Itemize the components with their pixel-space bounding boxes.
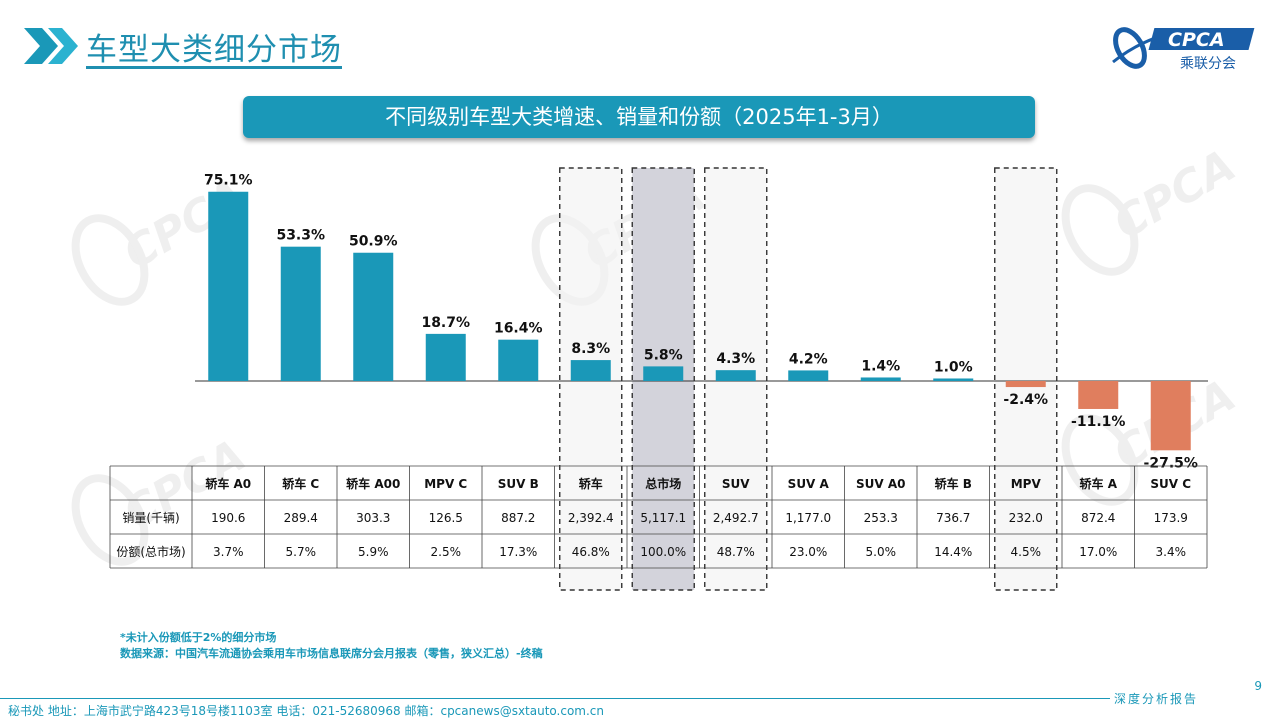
page-number: 9 [1254, 679, 1262, 693]
table-cell-sales: 736.7 [936, 511, 970, 525]
table-cell-share: 3.7% [213, 545, 244, 559]
data-label: -2.4% [1003, 392, 1048, 408]
tick-label: 轿车 B [935, 476, 972, 491]
tick-label: 总市场 [645, 476, 681, 491]
tick-label: 轿车 A0 [205, 476, 251, 491]
data-label: 50.9% [349, 234, 398, 250]
svg-text:CPCA: CPCA [1168, 29, 1225, 51]
table-cell-share: 4.5% [1011, 545, 1042, 559]
data-label: 16.4% [494, 321, 543, 337]
table-cell-sales: 2,392.4 [568, 511, 614, 525]
table-cell-sales: 289.4 [284, 511, 318, 525]
table-cell-sales: 5,117.1 [640, 511, 686, 525]
bar [933, 378, 974, 381]
bar [570, 360, 611, 381]
footnote-source: 数据来源：中国汽车流通协会乘用车市场信息联席分会月报表（零售，狭义汇总）-终稿 [120, 647, 543, 660]
tick-label: MPV [1011, 477, 1042, 491]
bar [1078, 381, 1119, 409]
table-cell-share: 5.9% [358, 545, 389, 559]
table-cell-share: 5.7% [286, 545, 317, 559]
bar [1005, 381, 1046, 388]
tick-label: SUV [722, 477, 750, 491]
table-cell-sales: 232.0 [1009, 511, 1043, 525]
tick-label: 轿车 C [282, 476, 319, 491]
bar [498, 339, 539, 381]
bar [788, 370, 829, 381]
data-label: 75.1% [204, 173, 253, 189]
tick-label: 轿车 A00 [346, 476, 400, 491]
data-label: 4.3% [716, 351, 755, 367]
table-cell-share: 100.0% [640, 545, 686, 559]
table-cell-sales: 1,177.0 [785, 511, 831, 525]
table-cell-sales: 173.9 [1154, 511, 1188, 525]
tick-label: SUV B [498, 477, 539, 491]
table-cell-sales: 253.3 [864, 511, 898, 525]
chevron-right-icon [24, 28, 78, 64]
table-cell-sales: 887.2 [501, 511, 535, 525]
table-cell-share: 3.4% [1156, 545, 1187, 559]
bar [208, 191, 249, 381]
data-label: -27.5% [1144, 455, 1198, 471]
table-cell-share: 17.3% [499, 545, 537, 559]
table-cell-share: 48.7% [717, 545, 755, 559]
table-cell-sales: 126.5 [429, 511, 463, 525]
tick-label: SUV C [1150, 477, 1191, 491]
table-cell-share: 46.8% [572, 545, 610, 559]
table-cell-sales: 303.3 [356, 511, 390, 525]
footer-divider [0, 698, 1110, 699]
tick-label: 轿车 A [1080, 476, 1118, 491]
footer-contact: 秘书处 地址：上海市武宁路423号18号楼1103室 电话：021-526809… [8, 704, 605, 718]
table-cell-share: 5.0% [866, 545, 897, 559]
table-cell-share: 17.0% [1079, 545, 1117, 559]
tick-label: SUV A [788, 477, 830, 491]
table-cell-sales: 2,492.7 [713, 511, 759, 525]
data-label: 18.7% [421, 315, 470, 331]
chart-title: 不同级别车型大类增速、销量和份额（2025年1-3月） [243, 96, 1035, 138]
data-label: 1.4% [861, 358, 900, 374]
footer-brand: 深度分析报告 [1114, 692, 1199, 706]
table-cell-share: 23.0% [789, 545, 827, 559]
data-label: 53.3% [276, 228, 325, 244]
tick-label: SUV A0 [856, 477, 906, 491]
cpca-logo: CPCA 乘联分会 [1112, 27, 1255, 72]
bar [715, 370, 756, 381]
page-title: 车型大类细分市场 [86, 32, 342, 68]
table-cell-share: 2.5% [431, 545, 462, 559]
data-label: -11.1% [1071, 414, 1125, 430]
data-table-grid [109, 465, 1208, 569]
data-label: 5.8% [644, 347, 683, 363]
footnote-exclusion: *未计入份额低于2%的细分市场 [120, 631, 277, 644]
bar [643, 366, 684, 381]
bar [280, 246, 321, 381]
highlight-box-MPV [994, 167, 1058, 591]
bar [353, 252, 394, 381]
data-label: 8.3% [571, 341, 610, 357]
table-cell-sales: 872.4 [1081, 511, 1115, 525]
tick-label: 轿车 [579, 476, 603, 491]
tick-label: MPV C [424, 477, 467, 491]
svg-text:乘联分会: 乘联分会 [1180, 56, 1236, 72]
bar [860, 377, 901, 381]
data-label: 4.2% [789, 351, 828, 367]
table-cell-sales: 190.6 [211, 511, 245, 525]
bar [425, 333, 466, 381]
table-row-label: 份额(总市场) [116, 544, 185, 559]
footnotes: *未计入份额低于2%的细分市场 数据来源：中国汽车流通协会乘用车市场信息联席分会… [120, 630, 543, 662]
table-cell-share: 14.4% [934, 545, 972, 559]
bar [1150, 381, 1191, 451]
data-label: 1.0% [934, 359, 973, 375]
table-row-label: 销量(千辆) [122, 511, 179, 525]
